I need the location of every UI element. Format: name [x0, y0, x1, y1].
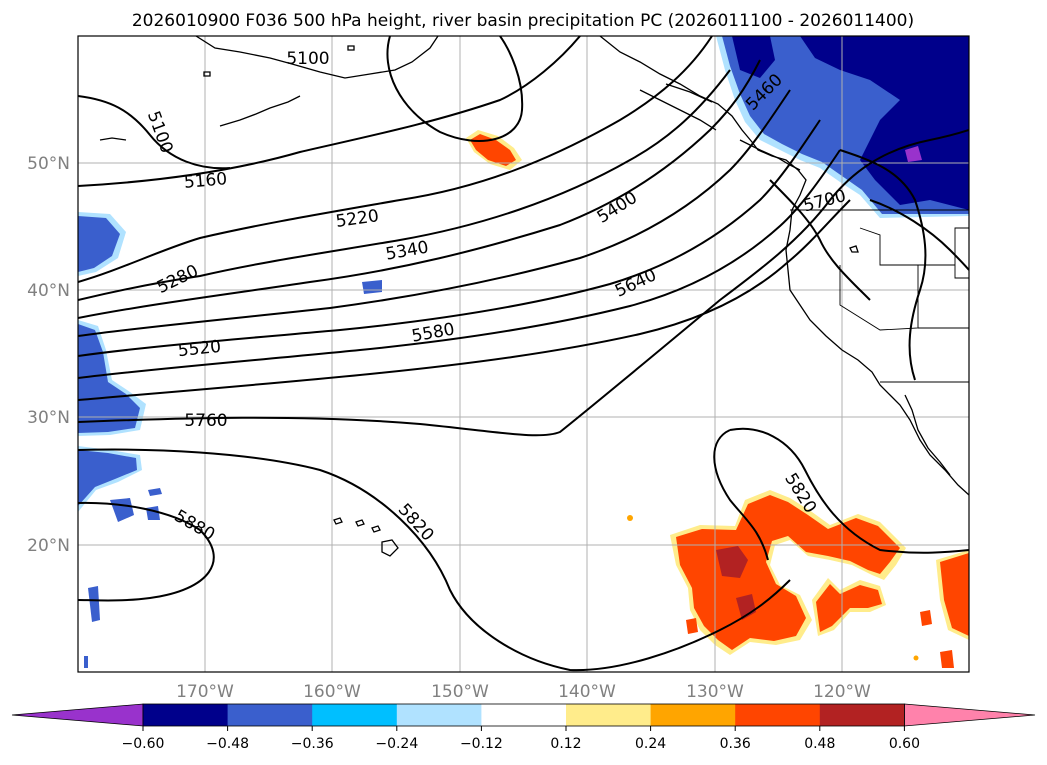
colorbar-segment [819, 704, 905, 726]
positive-precip-shading [466, 130, 969, 668]
colorbar-tick-label: 0.36 [720, 736, 751, 752]
lon-tick-label: 120°W [813, 682, 871, 702]
map-title: 2026010900 F036 500 hPa height, river ba… [132, 11, 914, 31]
lon-tick-label: 150°W [431, 682, 489, 702]
political-borders [790, 209, 969, 383]
lon-tick-label: 170°W [176, 682, 234, 702]
colorbar-tick-label: 0.24 [635, 736, 666, 752]
colorbar-segment [143, 704, 229, 726]
colorbar-segments [11, 703, 1036, 727]
colorbar: −0.60 −0.48 −0.36 −0.24 −0.12 0.12 0.24 0.36 0.4… [11, 703, 1036, 752]
colorbar-extension-low [11, 703, 144, 727]
colorbar-tick-label: 0.60 [889, 736, 920, 752]
colorbar-tick-label: −0.60 [122, 736, 165, 752]
colorbar-segment [735, 704, 821, 726]
lat-tick-label: 30°N [27, 408, 70, 428]
lat-tick-label: 40°N [27, 281, 70, 301]
longitude-labels: 170°W 160°W 150°W 140°W 130°W 120°W [176, 682, 871, 702]
colorbar-tick-label: 0.48 [804, 736, 835, 752]
colorbar-tick-label: −0.48 [206, 736, 249, 752]
contour-label: 5160 [183, 169, 228, 193]
latitude-labels: 50°N 40°N 30°N 20°N [27, 154, 70, 556]
colorbar-tick-label: −0.24 [375, 736, 418, 752]
lon-tick-label: 160°W [303, 682, 361, 702]
colorbar-segment [396, 704, 482, 726]
lat-tick-label: 50°N [27, 154, 70, 174]
height-contours [78, 36, 969, 672]
contour-label: 5760 [184, 411, 227, 431]
colorbar-extension-high [904, 703, 1036, 727]
colorbar-tick-label: 0.12 [550, 736, 581, 752]
lon-tick-label: 140°W [558, 682, 616, 702]
map-area: 5100 5100 5160 5220 5280 5340 5400 5460 … [77, 35, 970, 673]
map-frame [77, 35, 970, 673]
lon-tick-label: 130°W [686, 682, 744, 702]
contour-label: 5520 [177, 337, 222, 361]
colorbar-segment [481, 704, 567, 726]
colorbar-outline [142, 703, 905, 727]
gridlines [78, 36, 969, 672]
lat-tick-label: 20°N [27, 536, 70, 556]
colorbar-segment [650, 704, 736, 726]
colorbar-tick-label: −0.36 [291, 736, 334, 752]
colorbar-segment [566, 704, 652, 726]
colorbar-segment [312, 704, 398, 726]
colorbar-tick-label: −0.12 [460, 736, 503, 752]
coastlines [99, 36, 969, 557]
colorbar-segment [227, 704, 313, 726]
colorbar-ticks: −0.60 −0.48 −0.36 −0.24 −0.12 0.12 0.24 0.36 0.4… [122, 726, 920, 752]
contour-label: 5100 [286, 49, 329, 69]
